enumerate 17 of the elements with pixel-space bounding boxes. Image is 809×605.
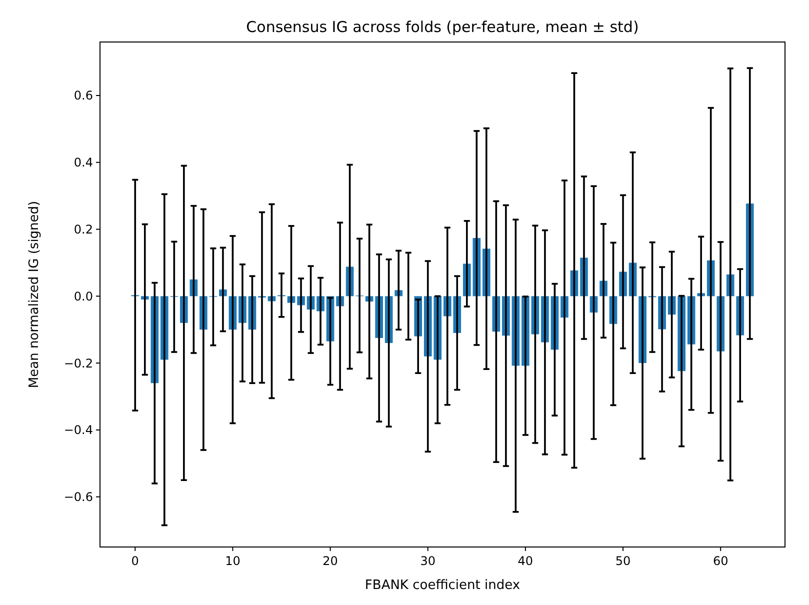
x-tick-label: 10 [225,554,240,568]
y-axis-title: Mean normalized IG (signed) [27,200,42,388]
y-tick-label: −0.6 [64,490,93,504]
y-tick-label: 0.6 [74,88,93,103]
x-tick-label: 60 [712,554,728,568]
chart-title: Consensus IG across folds (per-feature, mean ± std) [246,18,639,36]
y-tick-label: −0.4 [64,423,93,438]
y-tick-label: 0.4 [74,156,93,170]
x-tick-label: 0 [131,554,139,568]
y-tick-label: 0.2 [74,222,93,236]
y-tick-label: −0.2 [64,356,93,370]
x-tick-label: 40 [518,554,534,568]
x-axis-title: FBANK coefficient index [364,578,520,593]
x-tick-label: 20 [322,554,338,568]
y-tick-label: 0.0 [74,289,93,304]
x-tick-label: 50 [615,554,631,568]
x-tick-label: 30 [420,554,436,568]
